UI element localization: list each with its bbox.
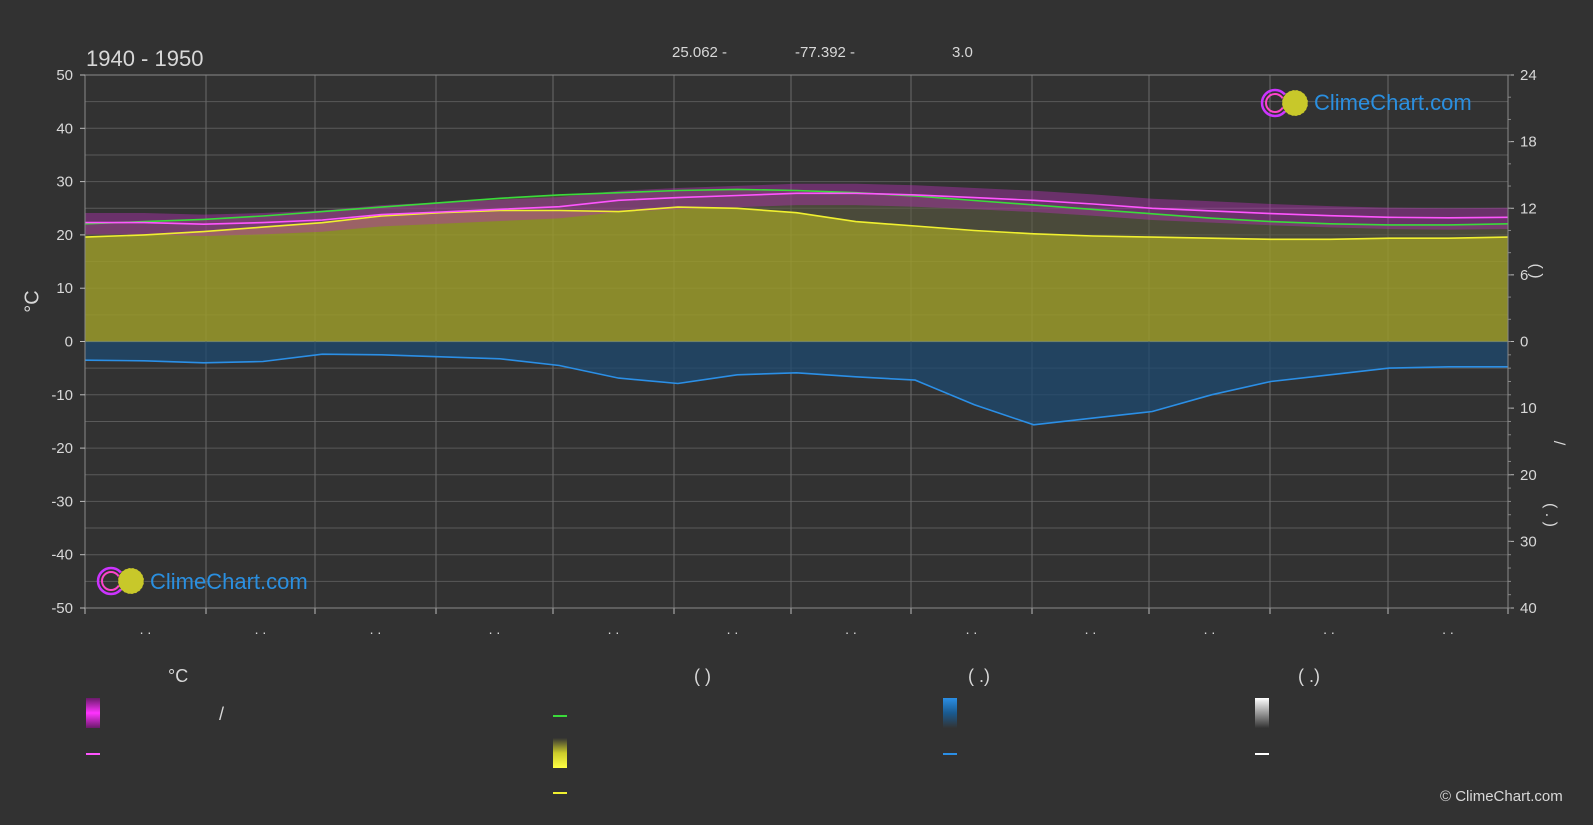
climechart-logo-icon-bottom	[96, 566, 145, 596]
temp-range-band	[85, 183, 1508, 236]
sunshine-line	[84, 206, 1509, 241]
month-label: . .	[608, 621, 620, 637]
right-upper-tick-label: 0	[1520, 334, 1528, 351]
legend-daylight-line	[553, 715, 567, 717]
left-axis-unit: °C	[21, 290, 44, 313]
longitude-label: -77.392 -	[795, 44, 856, 61]
period-title: 1940 - 1950	[86, 46, 204, 71]
precip-line	[84, 353, 1508, 426]
month-label: . .	[489, 621, 501, 637]
right-lower-tick-label: 30	[1520, 533, 1537, 550]
logo-bottom[interactable]: ClimeChart.com	[96, 565, 336, 597]
right-upper-tick-label: 18	[1520, 134, 1537, 151]
legend-rain-header: ( .)	[968, 666, 990, 686]
legend-snow-swatch	[1255, 698, 1269, 728]
right-lower-axis-label-2: ( . )	[1542, 503, 1559, 527]
daylight-line	[84, 188, 1509, 226]
legend-rain-swatch	[943, 698, 957, 728]
legend-sunshine-swatch	[553, 738, 567, 768]
month-label: . .	[1204, 621, 1216, 637]
month-label: . .	[370, 621, 382, 637]
right-lower-tick-label: 10	[1520, 400, 1537, 417]
copyright: © ClimeChart.com	[1440, 788, 1563, 805]
month-label: . .	[727, 621, 739, 637]
temp-mean-line	[85, 192, 1509, 226]
right-upper-axis-label: ( )	[1527, 263, 1545, 279]
right-upper-tick-label: 24	[1520, 67, 1537, 84]
month-label: . .	[1442, 621, 1454, 637]
month-label: . .	[845, 621, 857, 637]
climechart-logo-icon	[1260, 88, 1309, 118]
left-tick-label: 40	[56, 120, 73, 137]
month-label: . .	[1085, 621, 1097, 637]
legend-temp-header: °C	[168, 666, 189, 686]
legend-snow-line	[1255, 753, 1269, 755]
legend-snow-header: ( .)	[1298, 666, 1320, 686]
left-tick-label: -20	[51, 440, 73, 457]
legend-temp-range-swatch	[86, 698, 100, 728]
left-tick-label: -40	[51, 547, 73, 564]
legend-hours-header: ( )	[694, 666, 711, 686]
right-lower-tick-label: 20	[1520, 467, 1537, 484]
right-upper-tick-label: 6	[1520, 267, 1528, 284]
left-tick-label: -30	[51, 493, 73, 510]
logo-bottom-text: ClimeChart.com	[150, 569, 308, 594]
logo-top[interactable]: ClimeChart.com	[1260, 88, 1490, 118]
legend-sunshine-line	[553, 792, 567, 794]
legend-temp-mean-line	[86, 753, 100, 755]
left-tick-label: 10	[56, 280, 73, 297]
logo-top-text: ClimeChart.com	[1314, 90, 1472, 115]
sunshine-area	[85, 207, 1508, 342]
elevation-label: 3.0	[952, 44, 973, 61]
left-tick-label: -50	[51, 600, 73, 617]
left-tick-label: 50	[56, 67, 73, 84]
latitude-label: 25.062 -	[672, 44, 728, 61]
legend-rain-line	[943, 753, 957, 755]
daylight-shade	[85, 189, 1508, 240]
month-label: . .	[1323, 621, 1335, 637]
month-label: . .	[966, 621, 978, 637]
month-label: . .	[140, 621, 152, 637]
left-tick-label: 0	[65, 334, 73, 351]
precip-area	[85, 341, 1508, 425]
month-label: . .	[255, 621, 267, 637]
left-tick-label: 30	[56, 174, 73, 191]
right-lower-tick-label: 40	[1520, 600, 1537, 617]
right-upper-tick-label: 12	[1520, 200, 1537, 217]
right-lower-axis-label: /	[1550, 440, 1568, 446]
legend-temp-range-text: /	[219, 704, 225, 724]
left-tick-label: 20	[56, 227, 73, 244]
left-tick-label: -10	[51, 387, 73, 404]
